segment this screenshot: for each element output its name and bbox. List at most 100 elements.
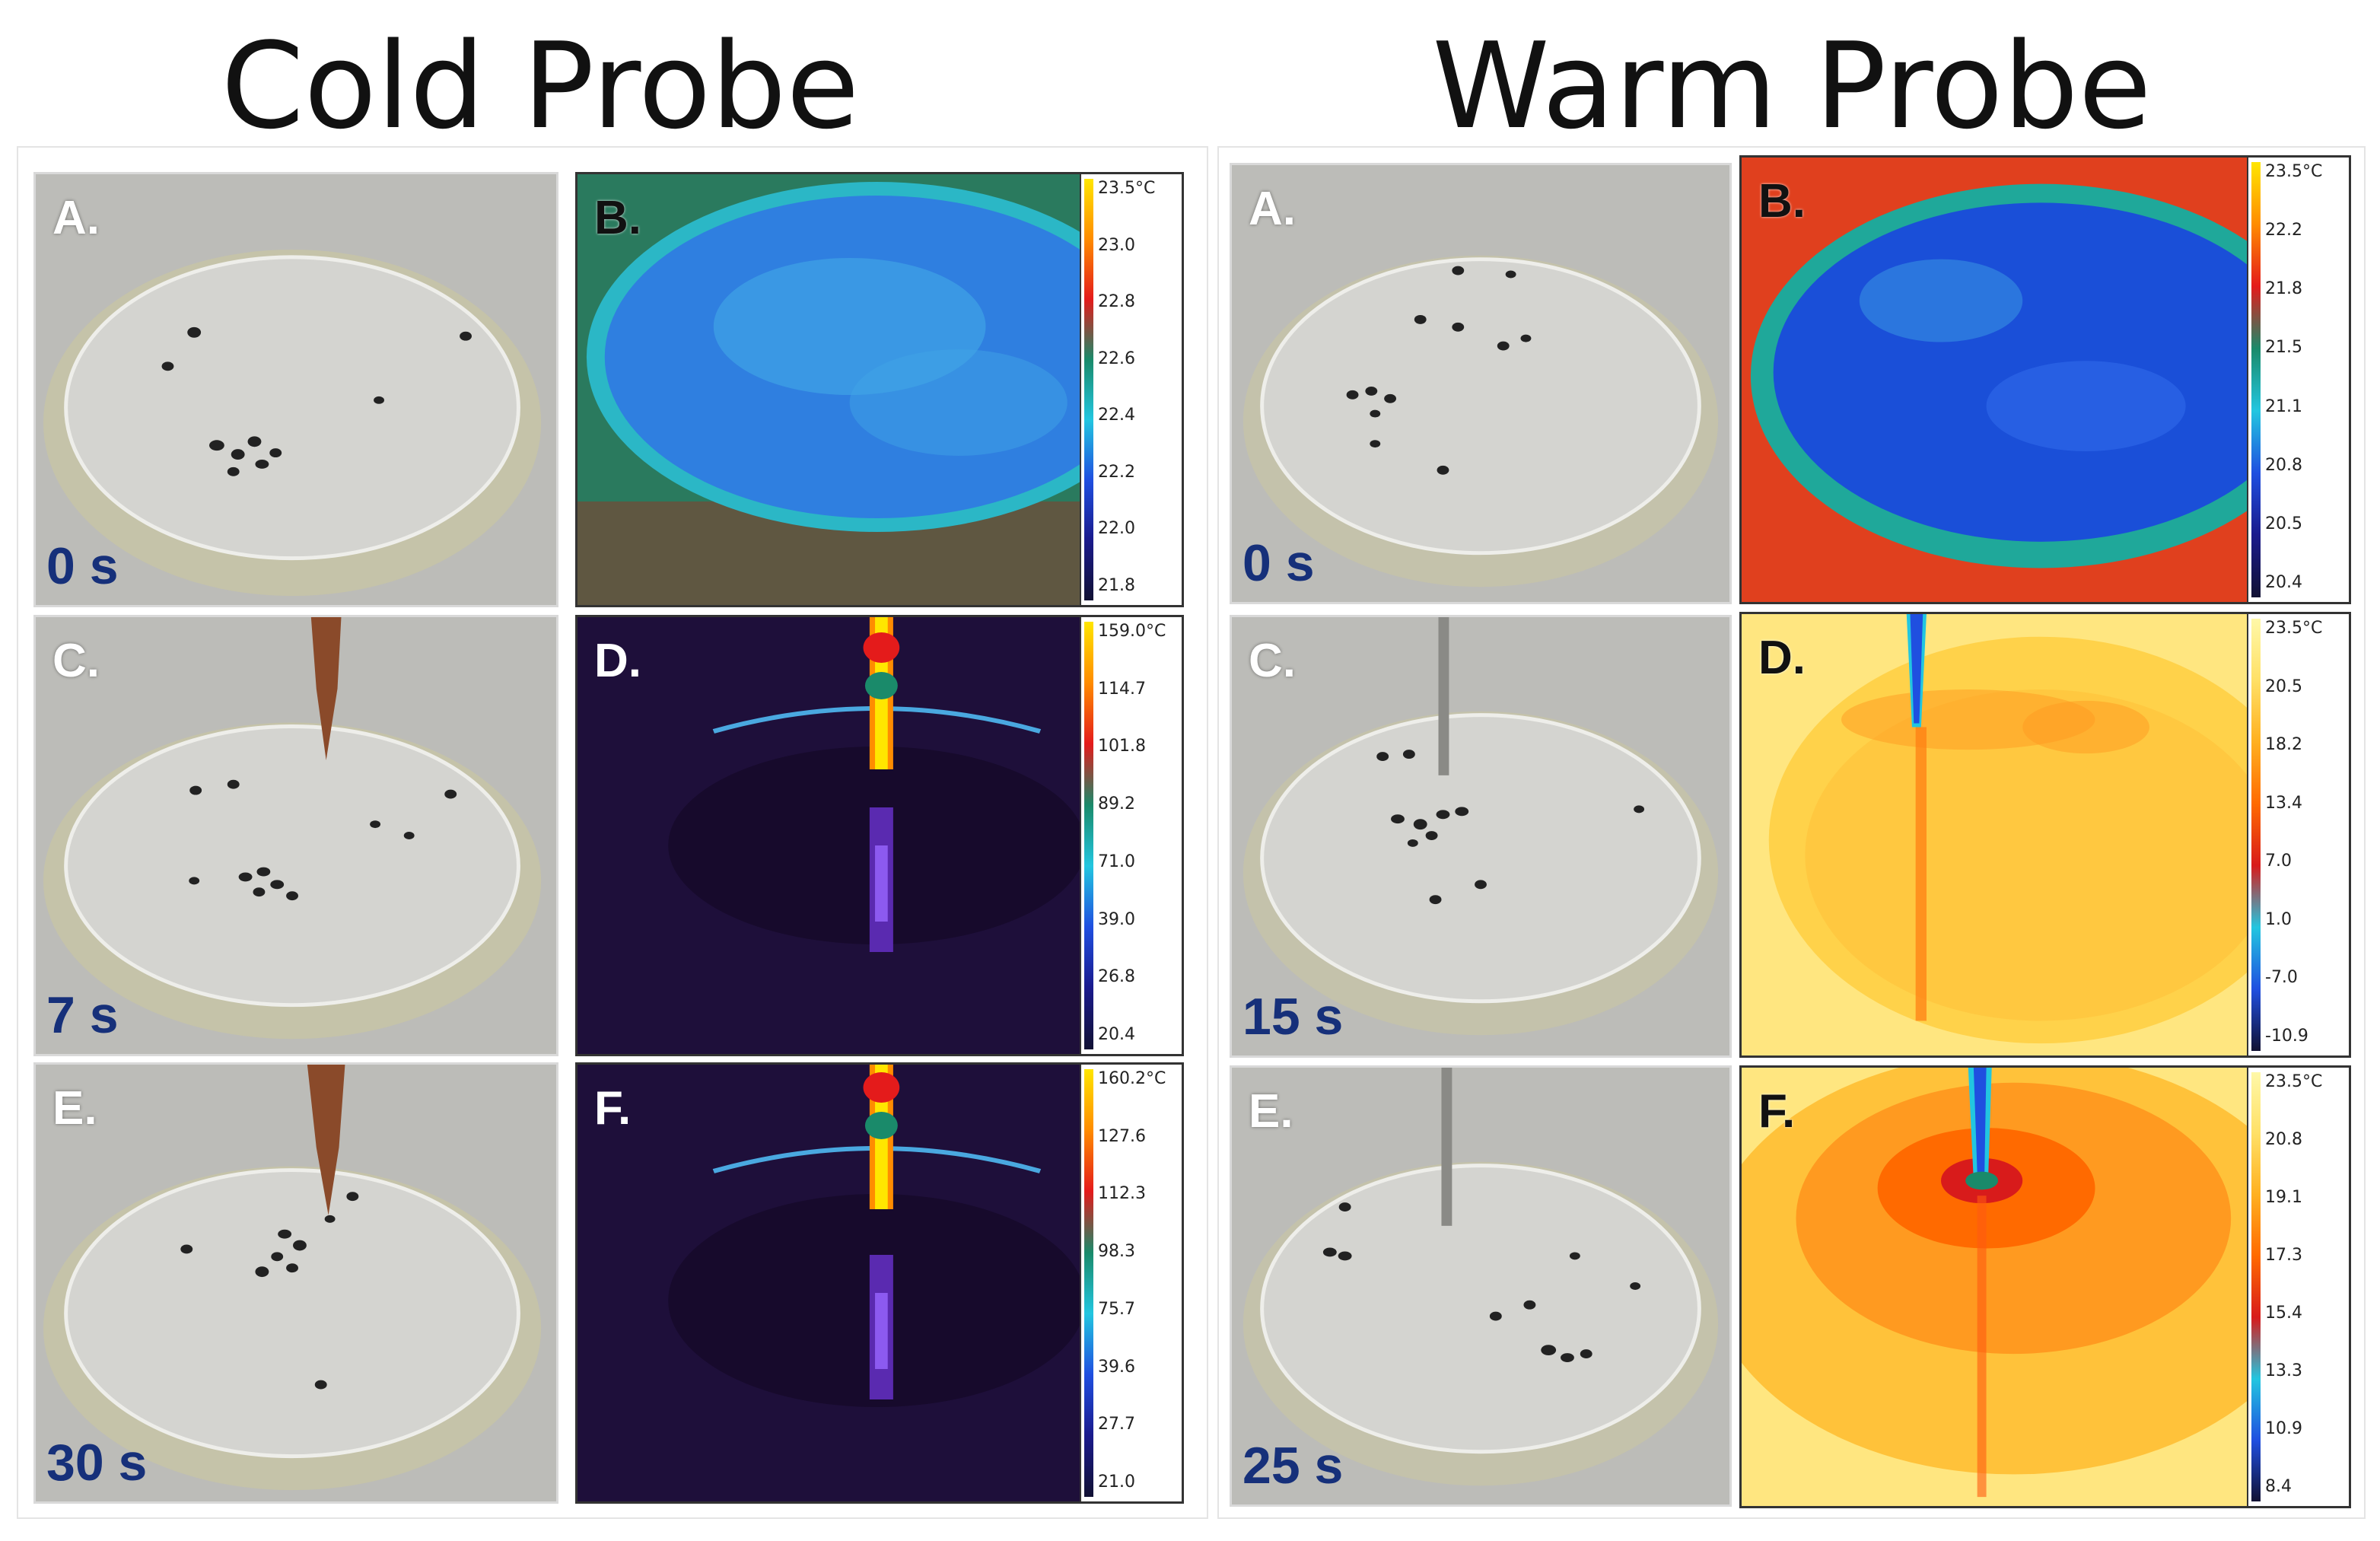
panel-label: E. — [1249, 1085, 1293, 1138]
scale-tick-label: 23.5°C — [1098, 179, 1156, 198]
scale-tick-label: 21.8 — [2265, 279, 2302, 299]
panel-label: A. — [52, 192, 100, 244]
scale-tick-label: 19.1 — [2265, 1188, 2302, 1207]
cold-probe-title: Cold Probe — [221, 17, 860, 155]
cold-thermal-f: F. 160.2°C 127.6 112.3 98.3 75.7 39.6 27.7 21.0 — [575, 1062, 1184, 1504]
panel-label: C. — [52, 635, 100, 687]
petri-dish-illustration — [43, 1065, 542, 1491]
color-scale: 159.0°C 114.7 101.8 89.2 71.0 39.0 26.8 20.4 — [1080, 617, 1182, 1054]
scale-tick-label: 20.5 — [2265, 677, 2302, 696]
scale-tick-label: 27.7 — [1098, 1415, 1135, 1434]
warm-thermal-f: F. 23.5°C 20.8 19.1 17.3 15.4 13.3 10.9 8.4 — [1739, 1065, 2351, 1508]
thermal-image — [578, 174, 1182, 605]
color-scale: 23.5°C 22.2 21.8 21.5 21.1 20.8 20.5 20.4 — [2247, 158, 2349, 602]
scale-tick-label: 21.5 — [2265, 338, 2302, 358]
scale-tick-label: 101.8 — [1098, 737, 1146, 756]
scale-tick-label: 22.0 — [1098, 519, 1135, 539]
warm-probe-group: A. 0 s B. 23.5°C 22.2 21.8 21.5 21.1 20.8 20.5… — [1217, 146, 2366, 1519]
panel-label: D. — [1758, 632, 1806, 684]
panel-label: B. — [1758, 175, 1806, 228]
scale-tick-label: 23.5°C — [2265, 162, 2323, 181]
scale-tick-label: 26.8 — [1098, 967, 1135, 987]
scale-tick-label: 112.3 — [1098, 1184, 1146, 1204]
cold-photo-e: E. 30 s — [33, 1062, 558, 1504]
colorbar-gradient — [2251, 162, 2261, 597]
scale-tick-label: 7.0 — [2265, 852, 2292, 871]
color-scale: 23.5°C 20.8 19.1 17.3 15.4 13.3 10.9 8.4 — [2247, 1068, 2349, 1506]
cold-thermal-d: D. 159.0°C 114.7 101.8 89.2 71.0 39.0 26.8 20.4 — [575, 615, 1184, 1056]
panel-label: B. — [594, 192, 641, 244]
scale-tick-label: 127.6 — [1098, 1126, 1146, 1146]
scale-tick-label: 15.4 — [2265, 1304, 2302, 1323]
panel-label: F. — [1758, 1085, 1796, 1138]
scale-tick-label: 18.2 — [2265, 735, 2302, 755]
scale-tick-label: 75.7 — [1098, 1299, 1135, 1319]
scale-tick-label: 17.3 — [2265, 1246, 2302, 1265]
scale-tick-label: 21.1 — [2265, 396, 2302, 416]
panel-label: C. — [1249, 635, 1296, 687]
panel-label: F. — [594, 1082, 632, 1135]
scale-tick-label: 39.6 — [1098, 1357, 1135, 1377]
time-label: 0 s — [1242, 534, 1315, 592]
scale-tick-label: 8.4 — [2265, 1477, 2292, 1496]
cold-probe-group: A. 0 s B. 23.5°C 23.0 22.8 22.6 22.4 22.2 22.0… — [17, 146, 1208, 1519]
colorbar-gradient — [1084, 622, 1093, 1049]
time-label: 15 s — [1242, 988, 1344, 1046]
color-scale: 23.5°C 23.0 22.8 22.6 22.4 22.2 22.0 21.8 — [1080, 174, 1182, 605]
warm-thermal-b: B. 23.5°C 22.2 21.8 21.5 21.1 20.8 20.5 20.4 — [1739, 155, 2351, 604]
scale-tick-label: 20.4 — [1098, 1025, 1135, 1044]
panel-label: A. — [1249, 183, 1296, 235]
colorbar-gradient — [1084, 1069, 1093, 1497]
cold-photo-c: C. 7 s — [33, 615, 558, 1056]
scale-tick-label: -10.9 — [2265, 1027, 2308, 1046]
scale-tick-label: 10.9 — [2265, 1419, 2302, 1438]
color-scale: 23.5°C 20.5 18.2 13.4 7.0 1.0 -7.0 -10.9 — [2247, 614, 2349, 1055]
time-label: 7 s — [46, 986, 119, 1044]
scale-tick-label: 13.3 — [2265, 1361, 2302, 1380]
scale-tick-label: 22.2 — [1098, 462, 1135, 482]
petri-dish-illustration — [43, 617, 542, 1040]
scale-tick-label: 20.8 — [2265, 1130, 2302, 1149]
panel-label: E. — [52, 1082, 97, 1135]
petri-dish-illustration — [1242, 255, 1719, 587]
scale-tick-label: 71.0 — [1098, 852, 1135, 871]
cold-photo-a: A. 0 s — [33, 172, 558, 607]
scale-tick-label: 21.8 — [1098, 576, 1135, 595]
scale-tick-label: 160.2°C — [1098, 1069, 1166, 1088]
warm-thermal-d: D. 23.5°C 20.5 18.2 13.4 7.0 1.0 -7.0 -10.9 — [1739, 612, 2351, 1058]
scale-tick-label: 22.6 — [1098, 349, 1135, 368]
warm-probe-title: Warm Probe — [1432, 17, 2152, 155]
scale-tick-label: 21.0 — [1098, 1473, 1135, 1492]
scale-tick-label: 20.4 — [2265, 573, 2302, 592]
time-label: 25 s — [1242, 1437, 1344, 1495]
scale-tick-label: 39.0 — [1098, 909, 1135, 929]
time-label: 30 s — [46, 1434, 148, 1492]
scale-tick-label: 20.8 — [2265, 455, 2302, 475]
petri-dish-illustration — [1242, 617, 1719, 1036]
warm-photo-e: E. 25 s — [1230, 1065, 1732, 1507]
scale-tick-label: 22.2 — [2265, 221, 2302, 240]
scale-tick-label: 98.3 — [1098, 1242, 1135, 1262]
scale-tick-label: 23.5°C — [2265, 1072, 2323, 1091]
scale-tick-label: 159.0°C — [1098, 622, 1166, 641]
cold-thermal-b: B. 23.5°C 23.0 22.8 22.6 22.4 22.2 22.0 21.8 — [575, 172, 1184, 607]
petri-dish-illustration — [1242, 1068, 1719, 1486]
colorbar-gradient — [2251, 619, 2261, 1051]
scale-tick-label: 23.5°C — [2265, 619, 2323, 638]
scale-tick-label: 22.8 — [1098, 292, 1135, 312]
scale-tick-label: 114.7 — [1098, 679, 1146, 699]
scale-tick-label: 22.4 — [1098, 406, 1135, 425]
warm-photo-a: A. 0 s — [1230, 163, 1732, 604]
scale-tick-label: -7.0 — [2265, 968, 2298, 988]
colorbar-gradient — [2251, 1072, 2261, 1501]
scale-tick-label: 20.5 — [2265, 514, 2302, 533]
colorbar-gradient — [1084, 179, 1093, 600]
scale-tick-label: 89.2 — [1098, 794, 1135, 814]
petri-dish-illustration — [43, 249, 542, 597]
scale-tick-label: 1.0 — [2265, 909, 2292, 929]
scale-tick-label: 13.4 — [2265, 793, 2302, 813]
scale-tick-label: 23.0 — [1098, 235, 1135, 255]
time-label: 0 s — [46, 537, 119, 595]
panel-label: D. — [594, 635, 641, 687]
color-scale: 160.2°C 127.6 112.3 98.3 75.7 39.6 27.7 21.0 — [1080, 1065, 1182, 1501]
